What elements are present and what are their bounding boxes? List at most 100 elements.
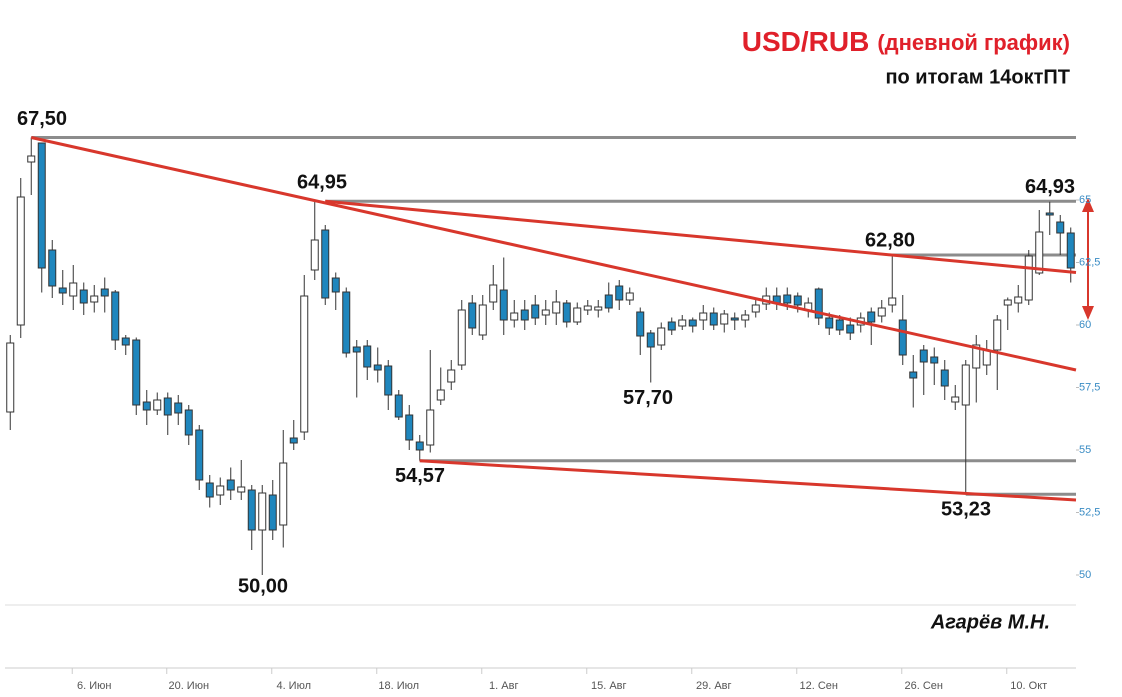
candle-body xyxy=(993,319,1002,351)
candle-body xyxy=(342,291,351,354)
candle-body xyxy=(415,441,424,451)
y-tick-label: 50 xyxy=(1079,569,1091,581)
trend-line xyxy=(30,136,1077,372)
candle-body xyxy=(1056,221,1065,234)
candle-body xyxy=(1014,296,1023,304)
x-tick-label: 1. Авг xyxy=(489,680,518,692)
candle-body xyxy=(300,295,309,433)
candle-body xyxy=(6,342,15,413)
candle-body xyxy=(688,319,697,327)
candle-body xyxy=(1003,299,1012,306)
candle-body xyxy=(867,311,876,323)
x-tick-label: 26. Сен xyxy=(905,680,943,692)
candle-body xyxy=(877,307,886,317)
x-tick-label: 29. Авг xyxy=(696,680,732,692)
candle-body xyxy=(321,229,330,299)
candle-body xyxy=(793,295,802,306)
author: Агарёв М.Н. xyxy=(930,611,1050,633)
price-annotation: 64,93 xyxy=(1025,176,1075,198)
candle-body xyxy=(352,346,361,353)
candle-body xyxy=(919,349,928,363)
candle-body xyxy=(310,239,319,271)
candle-body xyxy=(940,369,949,387)
candle-body xyxy=(216,485,225,496)
candle-body xyxy=(636,311,645,337)
x-tick-label: 6. Июн xyxy=(77,680,111,692)
candle-body xyxy=(646,332,655,348)
candle-body xyxy=(667,321,676,331)
candle-body xyxy=(888,297,897,306)
candle-body xyxy=(1045,212,1054,216)
candle-body xyxy=(163,397,172,416)
trend-line xyxy=(325,199,1077,274)
price-annotation: 54,57 xyxy=(395,465,445,487)
candle-body xyxy=(394,394,403,418)
candle-body xyxy=(930,356,939,364)
candle-body xyxy=(258,492,267,531)
candle-body xyxy=(58,287,67,294)
candle-body xyxy=(741,314,750,321)
candle-body xyxy=(552,301,561,314)
price-annotation: 64,95 xyxy=(297,172,347,194)
candle-body xyxy=(405,414,414,441)
range-arrow xyxy=(1082,198,1094,320)
candle-body xyxy=(447,369,456,383)
candle-body xyxy=(751,304,760,313)
candle-body xyxy=(510,312,519,321)
candle-body xyxy=(972,344,981,369)
chart-note: по итогам 14октПТ xyxy=(885,66,1070,88)
candle-body xyxy=(625,292,634,301)
y-tick-label: 52,5 xyxy=(1079,506,1100,518)
candle-body xyxy=(226,479,235,491)
candle-body xyxy=(814,288,823,319)
candle-body xyxy=(846,324,855,334)
chart-subtitle: (дневной график) xyxy=(877,30,1070,55)
x-tick-label: 20. Июн xyxy=(168,680,209,692)
candle-body xyxy=(982,349,991,366)
candle-body xyxy=(1066,232,1075,269)
arrow-head xyxy=(1082,198,1094,212)
candle-body xyxy=(730,317,739,321)
candle-body xyxy=(951,396,960,403)
price-annotation: 57,70 xyxy=(623,387,673,409)
candle-body xyxy=(90,295,99,303)
candle-body xyxy=(615,285,624,301)
x-tick-label: 15. Авг xyxy=(591,680,627,692)
candle-body xyxy=(835,319,844,331)
candle-body xyxy=(384,365,393,396)
candle-body xyxy=(121,337,130,346)
candle-body xyxy=(468,302,477,329)
candle-body xyxy=(678,319,687,327)
candle-body xyxy=(279,462,288,526)
candle-body xyxy=(499,289,508,321)
candle-body xyxy=(520,309,529,321)
candle-body xyxy=(69,282,78,297)
price-annotation: 62,80 xyxy=(865,229,915,251)
price-annotation: 50,00 xyxy=(238,575,288,597)
candle-body xyxy=(783,294,792,304)
candle-body xyxy=(909,371,918,379)
candle-body xyxy=(583,305,592,311)
candle-body xyxy=(363,345,372,368)
x-tick-label: 4. Июл xyxy=(276,680,311,692)
candle-body xyxy=(247,489,256,531)
candle-body xyxy=(825,317,834,329)
x-tick-label: 10. Окт xyxy=(1010,680,1047,692)
candle-body xyxy=(142,401,151,411)
trend-line xyxy=(419,459,1077,502)
candle-body xyxy=(79,289,88,304)
candle-body xyxy=(27,155,36,163)
candle-body xyxy=(100,288,109,297)
candle-body xyxy=(237,486,246,493)
candle-body xyxy=(426,409,435,446)
candle-body xyxy=(720,313,729,325)
x-tick-label: 12. Сен xyxy=(800,680,838,692)
candle-body xyxy=(457,309,466,366)
candle-body xyxy=(709,312,718,326)
candle-body xyxy=(478,304,487,336)
price-annotation: 67,50 xyxy=(17,108,67,130)
candle-body xyxy=(1024,255,1033,301)
candle-body xyxy=(48,249,57,287)
